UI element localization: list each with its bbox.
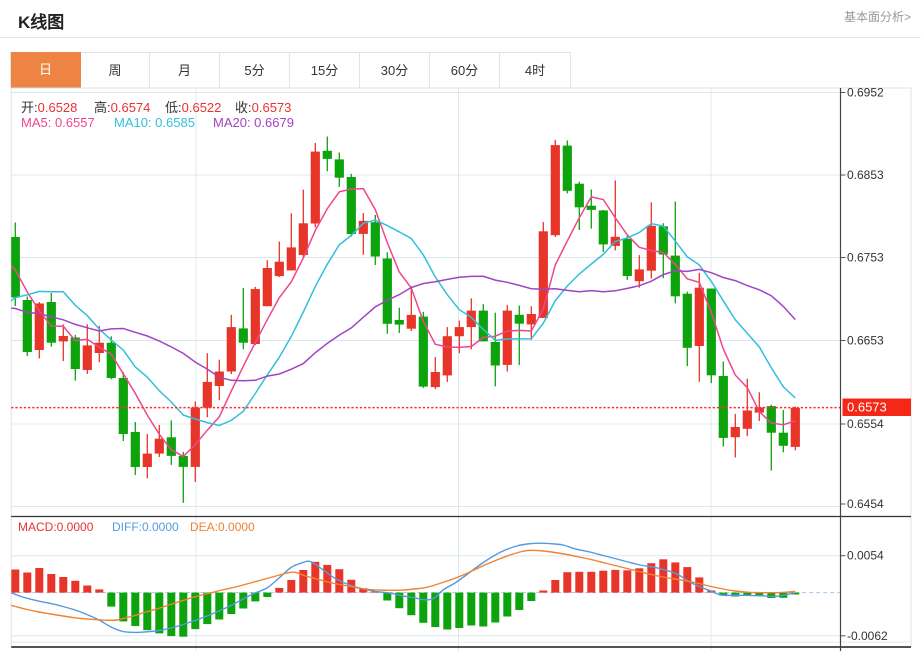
svg-text:0.6554: 0.6554 [847, 417, 884, 431]
svg-text:0.6753: 0.6753 [847, 251, 884, 265]
svg-text:0.6573: 0.6573 [847, 400, 887, 415]
svg-text:-0.0062: -0.0062 [847, 629, 888, 643]
svg-text:0.0054: 0.0054 [847, 549, 884, 563]
svg-text:0.6653: 0.6653 [847, 334, 884, 348]
svg-text:0.6454: 0.6454 [847, 497, 884, 511]
svg-text:0.6952: 0.6952 [847, 86, 884, 100]
svg-text:0.6853: 0.6853 [847, 168, 884, 182]
